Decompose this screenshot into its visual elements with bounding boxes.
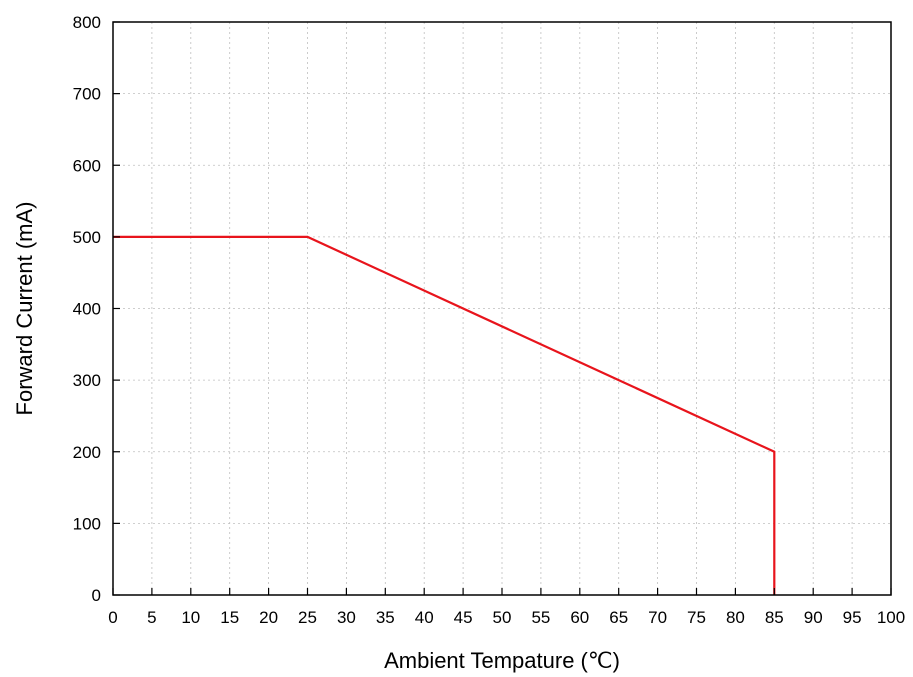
x-tick-label: 90 <box>804 608 823 627</box>
x-tick-label: 40 <box>415 608 434 627</box>
x-tick-label: 45 <box>454 608 473 627</box>
grid <box>113 22 891 595</box>
x-tick-label: 85 <box>765 608 784 627</box>
series-layer <box>113 235 776 595</box>
x-axis: 0 5 10 15 20 25 30 35 40 45 50 55 60 65 70 75 80 85 90 95 10… <box>108 588 905 627</box>
x-tick-label: 0 <box>108 608 117 627</box>
y-tick-label: 700 <box>73 85 101 104</box>
y-tick-label: 600 <box>73 156 101 175</box>
x-tick-label: 65 <box>609 608 628 627</box>
x-tick-label: 80 <box>726 608 745 627</box>
x-tick-label: 95 <box>843 608 862 627</box>
y-tick-label: 500 <box>73 228 101 247</box>
x-tick-label: 20 <box>259 608 278 627</box>
y-tick-label: 800 <box>73 13 101 32</box>
y-axis-title: Forward Current (mA) <box>12 202 37 416</box>
series-line-1 <box>113 235 776 595</box>
x-tick-label: 25 <box>298 608 317 627</box>
x-tick-label: 30 <box>337 608 356 627</box>
y-axis: 0 100 200 300 400 500 600 700 800 <box>73 13 120 605</box>
y-tick-label: 100 <box>73 514 101 533</box>
x-tick-label: 70 <box>648 608 667 627</box>
x-tick-label: 60 <box>570 608 589 627</box>
y-tick-label: 400 <box>73 300 101 319</box>
x-tick-label: 5 <box>147 608 156 627</box>
x-tick-label: 15 <box>220 608 239 627</box>
x-tick-label: 75 <box>687 608 706 627</box>
x-tick-label: 100 <box>877 608 905 627</box>
x-tick-label: 35 <box>376 608 395 627</box>
x-tick-label: 10 <box>181 608 200 627</box>
y-tick-label: 200 <box>73 443 101 462</box>
x-axis-title: Ambient Tempature (℃) <box>384 648 620 673</box>
x-tick-label: 50 <box>493 608 512 627</box>
x-tick-label: 55 <box>531 608 550 627</box>
y-tick-label: 300 <box>73 371 101 390</box>
y-tick-label: 0 <box>92 586 101 605</box>
